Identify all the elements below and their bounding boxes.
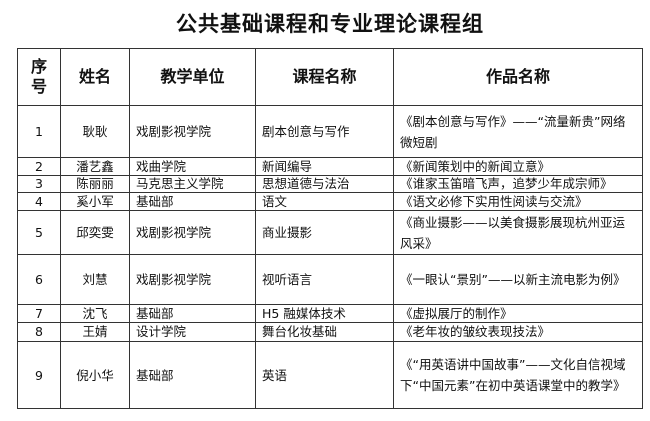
row-number: 8: [17, 322, 61, 342]
teaching-unit: 戏剧影视学院: [129, 254, 256, 305]
course-name: 剧本创意与写作: [255, 105, 394, 158]
work-title: 《谁家玉笛暗飞声，追梦少年成宗师》: [393, 175, 643, 193]
course-table: 序号 姓名 教学单位 课程名称 作品名称 1 耿耿 戏剧影视学院 剧本创意与写作 《剧本…: [17, 48, 643, 409]
table-row: 2 潘艺鑫 戏曲学院 新闻编导 《新闻策划中的新闻立意》: [17, 157, 643, 176]
row-number: 3: [17, 175, 61, 193]
header-name: 姓名: [60, 48, 130, 106]
teacher-name: 邱奕雯: [60, 210, 130, 255]
course-name: 语文: [255, 192, 394, 211]
work-title: 《语文必修下实用性阅读与交流》: [393, 192, 643, 211]
course-name: 英语: [255, 341, 394, 409]
header-unit: 教学单位: [129, 48, 256, 106]
table-row: 3 陈丽丽 马克思主义学院 思想道德与法治 《谁家玉笛暗飞声，追梦少年成宗师》: [17, 175, 643, 193]
course-name: 视听语言: [255, 254, 394, 305]
work-title: 《“用英语讲中国故事”——文化自信视域下“中国元素”在初中英语课堂中的教学》: [393, 341, 643, 409]
teaching-unit: 马克思主义学院: [129, 175, 256, 193]
teaching-unit: 基础部: [129, 304, 256, 323]
teaching-unit: 戏剧影视学院: [129, 210, 256, 255]
teacher-name: 奚小军: [60, 192, 130, 211]
course-name: 思想道德与法治: [255, 175, 394, 193]
table-row: 8 王婧 设计学院 舞台化妆基础 《老年妆的皱纹表现技法》: [17, 322, 643, 342]
table-row: 9 倪小华 基础部 英语 《“用英语讲中国故事”——文化自信视域下“中国元素”在初中英语…: [17, 341, 643, 409]
header-no: 序号: [17, 48, 61, 106]
row-number: 1: [17, 105, 61, 158]
table-row: 5 邱奕雯 戏剧影视学院 商业摄影 《商业摄影——以美食摄影展现杭州亚运风采》: [17, 210, 643, 255]
course-name: 舞台化妆基础: [255, 322, 394, 342]
table-row: 7 沈飞 基础部 H5 融媒体技术 《虚拟展厅的制作》: [17, 304, 643, 323]
teacher-name: 沈飞: [60, 304, 130, 323]
header-course: 课程名称: [255, 48, 394, 106]
teaching-unit: 基础部: [129, 341, 256, 409]
teacher-name: 倪小华: [60, 341, 130, 409]
teacher-name: 潘艺鑫: [60, 157, 130, 176]
work-title: 《老年妆的皱纹表现技法》: [393, 322, 643, 342]
row-number: 9: [17, 341, 61, 409]
teaching-unit: 戏剧影视学院: [129, 105, 256, 158]
work-title: 《一眼认“景别”——以新主流电影为例》: [393, 254, 643, 305]
work-title: 《商业摄影——以美食摄影展现杭州亚运风采》: [393, 210, 643, 255]
teacher-name: 耿耿: [60, 105, 130, 158]
table-row: 4 奚小军 基础部 语文 《语文必修下实用性阅读与交流》: [17, 192, 643, 211]
row-number: 2: [17, 157, 61, 176]
row-number: 6: [17, 254, 61, 305]
table-row: 1 耿耿 戏剧影视学院 剧本创意与写作 《剧本创意与写作》——“流量新贵”网络微短剧: [17, 105, 643, 158]
table-header-row: 序号 姓名 教学单位 课程名称 作品名称: [17, 48, 643, 106]
teacher-name: 刘慧: [60, 254, 130, 305]
header-work: 作品名称: [393, 48, 643, 106]
teaching-unit: 基础部: [129, 192, 256, 211]
course-name: 新闻编导: [255, 157, 394, 176]
row-number: 4: [17, 192, 61, 211]
page-title: 公共基础课程和专业理论课程组: [176, 11, 484, 36]
work-title: 《虚拟展厅的制作》: [393, 304, 643, 323]
teacher-name: 陈丽丽: [60, 175, 130, 193]
course-name: 商业摄影: [255, 210, 394, 255]
teacher-name: 王婧: [60, 322, 130, 342]
work-title: 《新闻策划中的新闻立意》: [393, 157, 643, 176]
teaching-unit: 设计学院: [129, 322, 256, 342]
work-title: 《剧本创意与写作》——“流量新贵”网络微短剧: [393, 105, 643, 158]
table-row: 6 刘慧 戏剧影视学院 视听语言 《一眼认“景别”——以新主流电影为例》: [17, 254, 643, 305]
teaching-unit: 戏曲学院: [129, 157, 256, 176]
course-name: H5 融媒体技术: [255, 304, 394, 323]
row-number: 7: [17, 304, 61, 323]
row-number: 5: [17, 210, 61, 255]
